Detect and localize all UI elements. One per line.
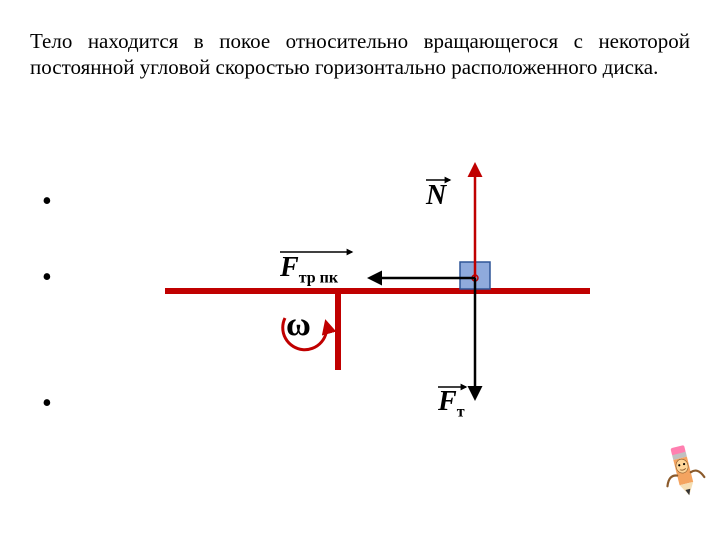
label-N-text: N xyxy=(426,180,446,211)
label-omega: ω xyxy=(286,306,311,344)
pencil-icon xyxy=(660,440,706,500)
label-Ft: Fт xyxy=(438,386,465,422)
label-Ftr-main: F xyxy=(280,252,299,283)
label-Ft-sub: т xyxy=(457,404,465,421)
label-Ftr-sub: тр пк xyxy=(299,270,338,287)
page: Тело находится в покое относительно вращ… xyxy=(0,0,720,540)
label-Ftr: Fтр пк xyxy=(280,252,338,288)
physics-diagram xyxy=(0,0,720,540)
label-N: N xyxy=(426,180,446,212)
label-Ft-main: F xyxy=(438,386,457,417)
